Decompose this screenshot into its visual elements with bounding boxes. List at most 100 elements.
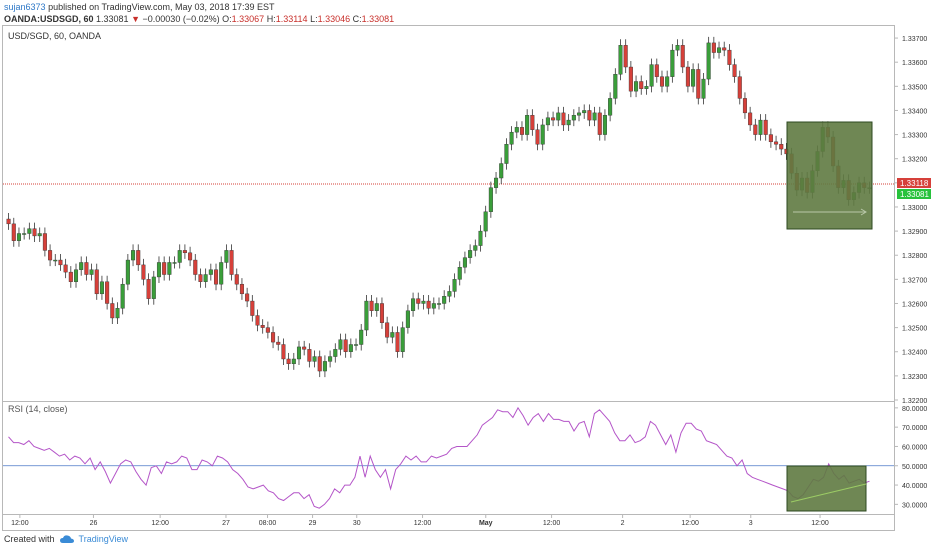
rsi-trendline — [790, 483, 867, 503]
time-tick-label: 12:00 — [151, 520, 169, 527]
candle — [162, 256, 167, 281]
candle — [296, 340, 302, 366]
price-axis[interactable]: 1.33700 1.33600 1.33500 1.33400 1.33300 1.332… — [894, 36, 927, 405]
open-label: O: — [222, 14, 232, 24]
candle — [6, 213, 11, 230]
candle — [390, 326, 395, 344]
rsi-tick-label: 60.0000 — [902, 444, 927, 451]
candle — [525, 109, 530, 141]
rsi-tick-label: 70.0000 — [902, 425, 927, 432]
candle — [48, 244, 53, 267]
price-tick-label: 1.32300 — [902, 374, 927, 381]
time-tick-label: 26 — [90, 520, 98, 527]
rsi-line — [8, 406, 870, 509]
candle — [774, 135, 779, 151]
candle — [696, 63, 701, 105]
candle — [136, 244, 141, 271]
time-tick-label: May — [479, 520, 493, 527]
open-value: 1.33067 — [231, 14, 265, 24]
candle — [416, 292, 421, 310]
price-tick-label: 1.33300 — [902, 133, 927, 140]
publish-info: published on TradingView.com, May 03, 20… — [48, 2, 275, 12]
price-tick-label: 1.33600 — [902, 60, 927, 67]
candle — [328, 350, 333, 368]
candle — [239, 278, 244, 300]
candle — [639, 75, 644, 95]
candle — [478, 225, 483, 252]
candle — [27, 222, 32, 240]
price-badge-lower-text: 1.33081 — [900, 190, 929, 199]
candle — [271, 326, 276, 349]
candle — [473, 239, 478, 257]
candle — [411, 292, 416, 317]
candle — [312, 350, 317, 368]
candle — [167, 256, 172, 281]
rsi-tick-label: 50.0000 — [902, 464, 927, 471]
candle — [576, 106, 582, 122]
high-label: H: — [266, 14, 276, 24]
candle — [452, 273, 457, 298]
rsi-axis[interactable]: 80.0000 70.0000 60.0000 50.0000 40.0000 30.00… — [894, 406, 927, 509]
candle — [551, 111, 556, 127]
candlestick-series — [6, 36, 872, 378]
candle — [369, 295, 374, 317]
time-tick-label: 12:00 — [414, 520, 432, 527]
candle — [146, 273, 151, 305]
candle — [94, 263, 99, 300]
candle — [665, 70, 670, 93]
candle — [779, 138, 784, 156]
time-axis[interactable]: 12:00 26 12:00 27 08:00 29 30 12:00 May 12:00 2 12:… — [11, 514, 829, 527]
candle — [110, 297, 115, 324]
candle — [250, 295, 255, 322]
candle — [265, 321, 270, 339]
candle — [644, 80, 649, 95]
candle — [182, 244, 187, 259]
candle — [177, 244, 182, 269]
candle — [613, 68, 618, 105]
candle — [188, 246, 193, 267]
low-label: L: — [310, 14, 318, 24]
candle — [219, 256, 224, 291]
candle — [32, 222, 37, 242]
candle — [63, 258, 68, 279]
highlight-box-rsi[interactable] — [786, 465, 867, 512]
candle — [99, 275, 104, 300]
candle — [125, 254, 130, 291]
candle — [229, 244, 234, 281]
candle — [628, 60, 633, 98]
candle — [198, 268, 203, 288]
candle — [395, 326, 400, 358]
candle — [462, 251, 467, 274]
price-badge-upper: 1.33118 — [897, 178, 931, 188]
candle — [618, 39, 623, 81]
candle — [224, 244, 229, 269]
candle — [468, 244, 473, 264]
candle — [602, 109, 607, 141]
footer: Created with TradingView — [4, 534, 128, 544]
price-tick-label: 1.33500 — [902, 84, 927, 91]
candle — [405, 304, 410, 334]
candle — [519, 121, 524, 141]
arrow-head-icon — [860, 208, 867, 216]
candle — [442, 290, 447, 310]
candle — [208, 263, 213, 281]
footer-brand[interactable]: TradingView — [78, 534, 129, 544]
candle — [379, 297, 384, 329]
candle — [654, 58, 659, 83]
price-tick-label: 1.33400 — [902, 108, 927, 115]
candle — [499, 157, 504, 185]
candle — [556, 106, 561, 127]
candle — [582, 104, 587, 119]
candle — [333, 343, 338, 363]
candle — [16, 227, 21, 247]
candle — [649, 58, 654, 93]
candle — [530, 109, 535, 136]
time-tick-label: 27 — [222, 520, 230, 527]
price-tick-label: 1.32500 — [902, 326, 927, 333]
price-tick-label: 1.32400 — [902, 350, 927, 357]
author-link[interactable]: sujan6373 — [4, 2, 46, 12]
time-tick-label: 12:00 — [543, 520, 561, 527]
highlight-box-price[interactable] — [786, 121, 873, 230]
high-value: 1.33114 — [275, 14, 308, 24]
